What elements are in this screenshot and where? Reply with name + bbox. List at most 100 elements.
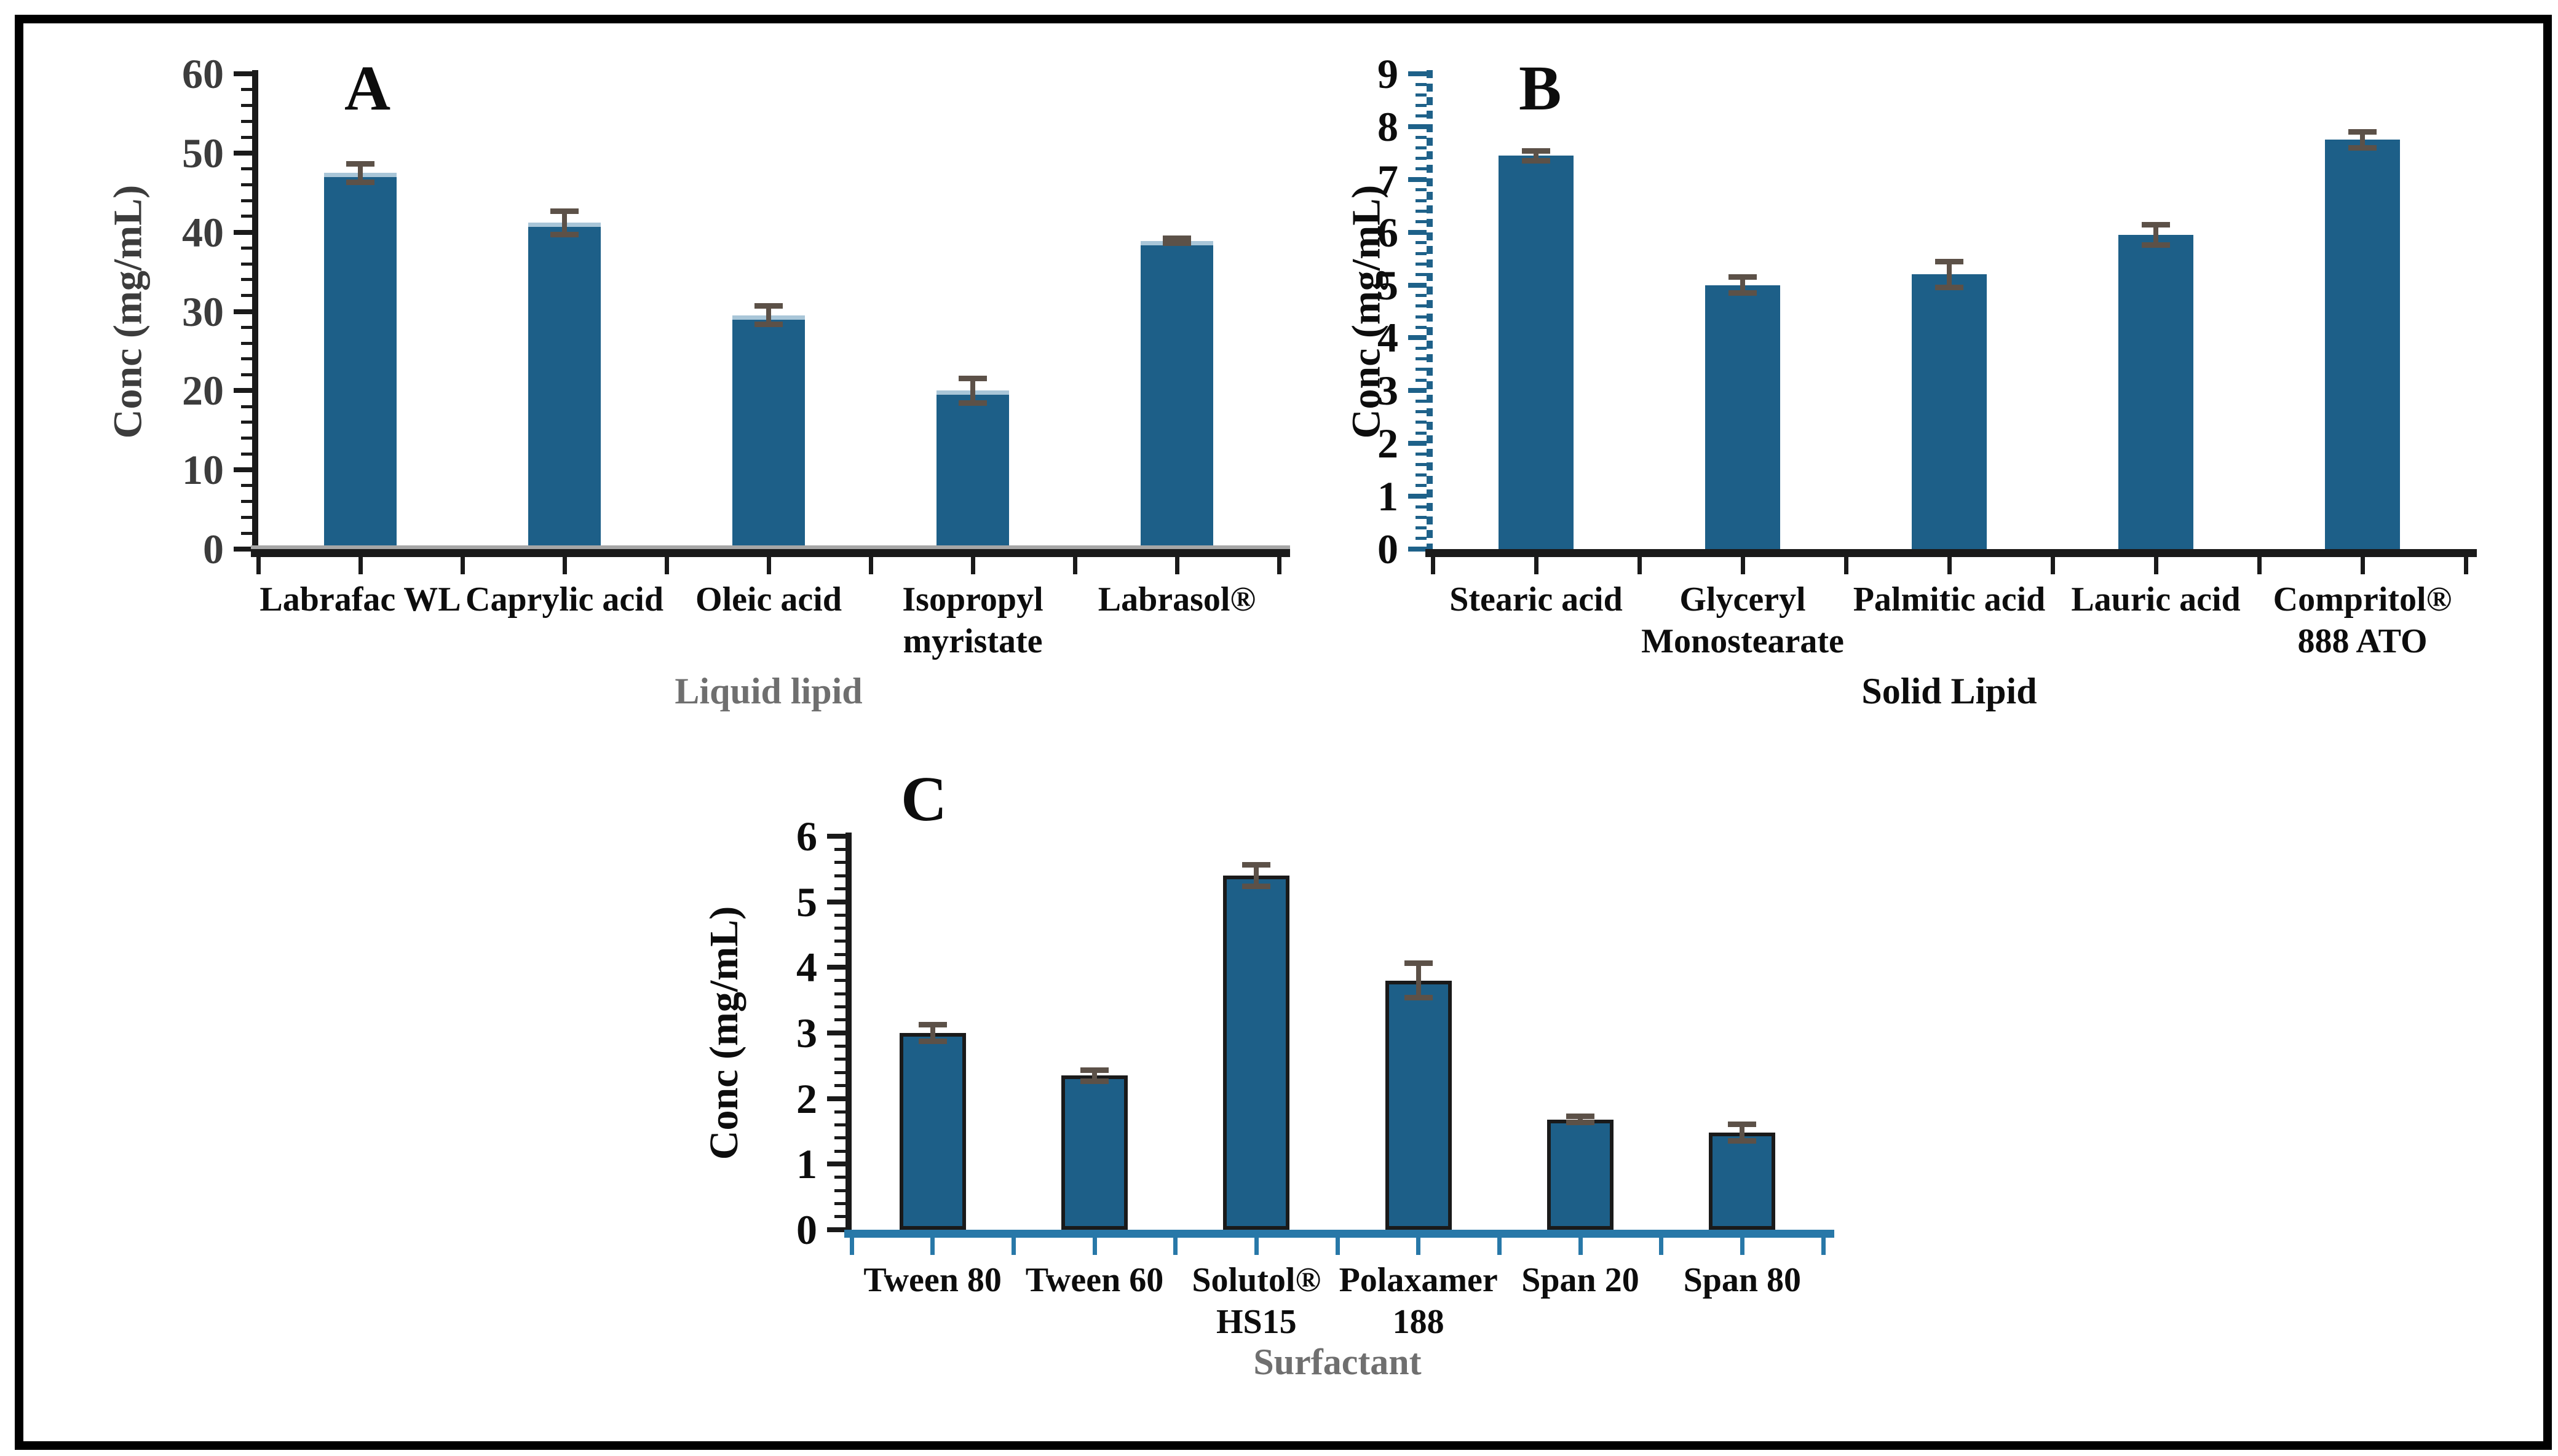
y-tick-label: 4 — [1377, 314, 1398, 362]
y-minor-tick — [1416, 505, 1427, 508]
category-label-line: Tween 80 — [863, 1261, 1002, 1299]
x-tick — [2153, 557, 2158, 574]
error-bar-cap-bottom — [1728, 1138, 1757, 1144]
x-tick — [1335, 1238, 1340, 1255]
y-minor-tick — [241, 531, 252, 535]
error-bar-cap-bottom — [346, 179, 374, 185]
x-tick — [1637, 557, 1642, 574]
y-minor-tick — [834, 1176, 845, 1179]
y-tick-label: 30 — [182, 288, 224, 335]
x-tick — [1430, 557, 1435, 574]
category-label-span-80: Span 80 — [1653, 1259, 1832, 1301]
y-minor-tick — [1416, 82, 1427, 86]
x-tick — [1277, 557, 1281, 574]
error-bar-line — [1740, 276, 1745, 294]
bar-lauric-acid — [2118, 234, 2193, 549]
x-axis-title: Liquid lipid — [675, 671, 863, 711]
y-major-tick — [1408, 229, 1427, 235]
y-major-tick — [1408, 494, 1427, 499]
y-tick-label: 2 — [1377, 420, 1398, 467]
y-tick-label: 40 — [182, 208, 224, 256]
x-tick — [1416, 1238, 1421, 1255]
error-bar-cap-top — [754, 303, 783, 309]
error-bar-cap-bottom — [1522, 157, 1550, 164]
y-minor-tick — [834, 913, 845, 917]
y-minor-tick — [834, 1058, 845, 1061]
y-minor-tick — [241, 215, 252, 218]
category-label-stearic-acid: Stearic acid — [1424, 579, 1648, 620]
y-minor-tick — [1416, 431, 1427, 435]
error-bar-line — [1578, 1116, 1583, 1123]
y-tick-label: 7 — [1377, 156, 1398, 203]
y-minor-tick — [1416, 220, 1427, 223]
x-tick — [766, 557, 771, 574]
category-label-polaxamer: Polaxamer 188 — [1329, 1259, 1508, 1343]
error-bar-cap-top — [1163, 235, 1191, 242]
y-axis-line — [1427, 70, 1433, 555]
category-label-lauric-acid: Lauric acid — [2044, 579, 2268, 620]
y-minor-tick — [834, 1215, 845, 1219]
category-label-labrafac-wl: Labrafac WL — [250, 579, 471, 620]
y-major-tick — [234, 309, 252, 314]
x-tick — [1254, 1238, 1259, 1255]
y-minor-tick — [834, 1123, 845, 1126]
y-major-tick — [827, 1227, 845, 1232]
x-tick — [1947, 557, 1952, 574]
y-tick-label: 60 — [182, 50, 224, 97]
x-tick — [1740, 1238, 1744, 1255]
bar-span-80 — [1709, 1133, 1776, 1230]
category-label-line: Oleic acid — [695, 580, 842, 619]
category-label-line: Labrasol® — [1098, 580, 1256, 619]
category-label-tween-80: Tween 80 — [843, 1259, 1022, 1301]
x-tick — [1578, 1238, 1583, 1255]
y-tick-label: 5 — [1377, 261, 1398, 309]
y-minor-tick — [241, 262, 252, 266]
error-bar-line — [1416, 962, 1421, 999]
category-label-line: Glyceryl — [1679, 580, 1806, 619]
category-label-compritol-: Compritol® 888 ATO — [2251, 579, 2474, 662]
y-minor-tick — [834, 1189, 845, 1192]
y-major-tick — [827, 899, 845, 904]
y-major-tick — [234, 150, 252, 156]
y-minor-tick — [1416, 156, 1427, 160]
error-bar-cap-top — [2142, 221, 2170, 228]
y-minor-tick — [241, 341, 252, 345]
x-tick — [2463, 557, 2468, 574]
error-bar-cap-top — [1242, 861, 1271, 868]
y-minor-tick — [834, 1083, 845, 1087]
error-bar-cap-top — [1566, 1114, 1594, 1120]
y-minor-tick — [834, 861, 845, 865]
y-major-tick — [827, 1096, 845, 1101]
y-minor-tick — [241, 437, 252, 440]
y-minor-tick — [1416, 304, 1427, 308]
error-bar-line — [1740, 1124, 1745, 1141]
error-bar-cap-top — [1080, 1067, 1109, 1073]
error-bar-line — [2153, 224, 2158, 246]
category-label-line: 888 ATO — [2297, 622, 2428, 660]
error-bar-line — [1254, 864, 1259, 887]
y-minor-tick — [1416, 400, 1427, 403]
y-minor-tick — [1416, 188, 1427, 192]
category-label-line: Stearic acid — [1449, 580, 1623, 619]
y-minor-tick — [834, 887, 845, 890]
y-major-tick — [1408, 124, 1427, 129]
x-axis-line — [844, 1230, 1834, 1238]
error-bar-cap-top — [918, 1022, 947, 1028]
x-tick — [1740, 557, 1745, 574]
bar-labrasol- — [1141, 240, 1213, 549]
error-bar-cap-bottom — [2142, 242, 2170, 248]
y-tick-label: 3 — [1377, 367, 1398, 414]
y-minor-tick — [834, 979, 845, 983]
error-bar-cap-bottom — [1163, 240, 1191, 247]
error-bar-cap-top — [1935, 258, 1963, 264]
y-minor-tick — [1416, 199, 1427, 202]
y-tick-label: 10 — [182, 446, 224, 494]
error-bar-line — [766, 306, 771, 325]
y-minor-tick — [241, 421, 252, 424]
y-minor-tick — [1416, 241, 1427, 245]
y-minor-tick — [834, 1005, 845, 1008]
y-minor-tick — [1416, 272, 1427, 276]
y-minor-tick — [241, 357, 252, 361]
x-tick — [2050, 557, 2055, 574]
y-minor-tick — [241, 183, 252, 186]
